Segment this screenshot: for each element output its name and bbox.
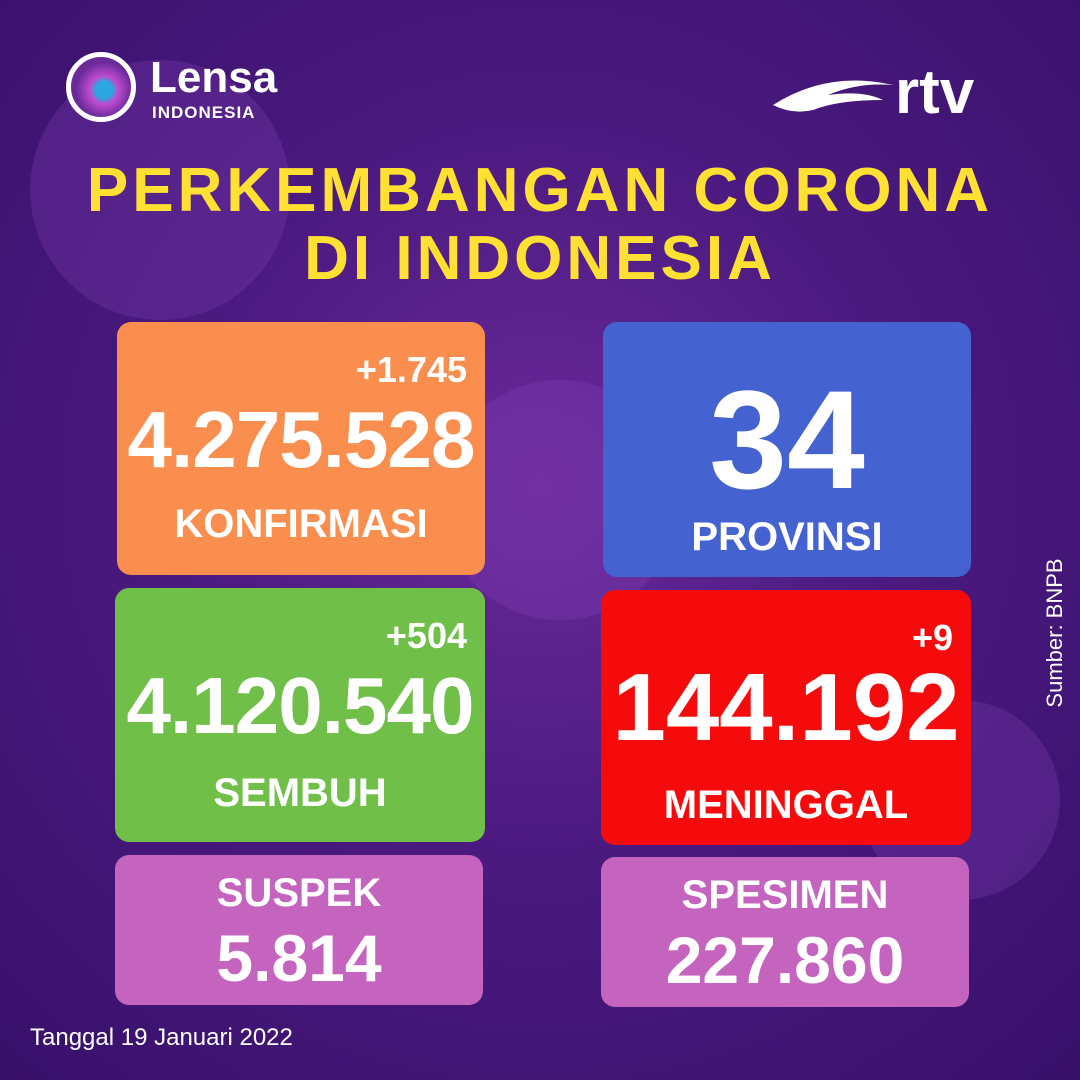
value: 34 — [709, 361, 865, 518]
title: DI INDONESIA — [304, 224, 776, 293]
card-provinsi: 34 PROVINSI — [603, 322, 971, 577]
logo-text: Lensa — [150, 53, 278, 102]
label: MENINGGAL — [663, 783, 909, 827]
logo-subtext: INDONESIA — [152, 103, 256, 122]
source: Sumber: BNPB — [1042, 558, 1067, 708]
value: 227.860 — [665, 923, 905, 997]
delta: +9 — [911, 617, 953, 658]
label: SPESIMEN — [681, 873, 889, 917]
value: 4.275.528 — [127, 395, 476, 484]
date: Tanggal 19 Januari 2022 — [30, 1024, 293, 1051]
rtv-wing — [773, 80, 893, 112]
logo-rtv: rtv — [895, 58, 975, 127]
value: 144.192 — [612, 654, 960, 761]
value: 4.120.540 — [126, 661, 475, 750]
label: SUSPEK — [216, 871, 382, 915]
label: PROVINSI — [691, 515, 883, 559]
card-konfirmasi: +1.745 4.275.528 KONFIRMASI — [117, 322, 485, 575]
card-spesimen: SPESIMEN 227.860 — [601, 857, 969, 1007]
card-meninggal: +9 144.192 MENINGGAL — [601, 590, 971, 845]
value: 5.814 — [216, 921, 382, 995]
logo-icon — [66, 52, 136, 122]
card-sembuh: +504 4.120.540 SEMBUH — [115, 588, 485, 842]
label: KONFIRMASI — [174, 502, 428, 546]
delta: +1.745 — [355, 349, 467, 390]
label: SEMBUH — [213, 771, 387, 815]
delta: +504 — [385, 615, 467, 656]
card-suspek: SUSPEK 5.814 — [115, 855, 483, 1005]
title: PERKEMBANGAN CORONA — [86, 156, 994, 225]
